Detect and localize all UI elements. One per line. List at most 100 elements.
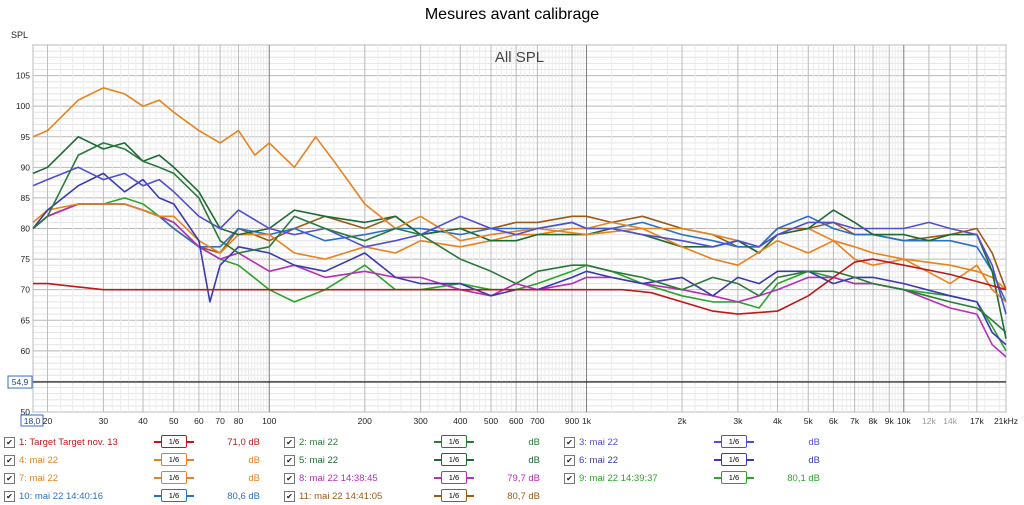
- x-tick-label: 6k: [829, 416, 839, 426]
- series-line[interactable]: [33, 258, 1007, 315]
- series-line[interactable]: [32, 166, 1007, 315]
- legend-item[interactable]: ✔ 5: mai 22 1/6 dB: [284, 451, 554, 469]
- series-line[interactable]: [32, 87, 1007, 303]
- legend-checkbox[interactable]: ✔: [284, 455, 295, 466]
- legend-value: dB: [248, 473, 260, 484]
- legend-value: dB: [528, 455, 540, 466]
- legend-series-name: 1: Target Target nov. 13: [19, 437, 118, 448]
- legend-series-name: 4: mai 22: [19, 455, 59, 466]
- legend-item[interactable]: ✔ 10: mai 22 14:40:16 1/6 80,6 dB: [4, 487, 274, 505]
- y-tick-label: 100: [16, 101, 30, 111]
- legend-checkbox[interactable]: ✔: [284, 491, 295, 502]
- x-tick-label: 5k: [804, 416, 814, 426]
- smoothing-label: 1/6: [721, 471, 747, 484]
- x-tick-label: 2k: [678, 416, 688, 426]
- legend-item[interactable]: ✔ 8: mai 22 14:38:45 1/6 79,7 dB: [284, 469, 554, 487]
- legend-smoothing-control[interactable]: 1/6: [434, 453, 474, 466]
- legend-series-name: 5: mai 22: [299, 455, 339, 466]
- legend-value: 79,7 dB: [507, 473, 540, 484]
- x-tick-label: 500: [484, 416, 498, 426]
- x-tick-label: 400: [453, 416, 467, 426]
- x-tick-label: 200: [358, 416, 372, 426]
- legend-smoothing-control[interactable]: 1/6: [714, 471, 754, 484]
- legend-smoothing-control[interactable]: 1/6: [154, 489, 194, 502]
- legend-series-name: 10: mai 22 14:40:16: [19, 491, 103, 502]
- legend-smoothing-control[interactable]: 1/6: [154, 471, 194, 484]
- x-tick-label: 900: [565, 416, 579, 426]
- legend-smoothing-control[interactable]: 1/6: [154, 453, 194, 466]
- legend-smoothing-control[interactable]: 1/6: [154, 435, 194, 448]
- legend-series-name: 8: mai 22 14:38:45: [299, 473, 378, 484]
- legend-item[interactable]: ✔ 7: mai 22 1/6 dB: [4, 469, 274, 487]
- y-tick-label: 65: [21, 315, 31, 325]
- legend-smoothing-control[interactable]: 1/6: [714, 453, 754, 466]
- legend-value: dB: [248, 455, 260, 466]
- smoothing-label: 1/6: [441, 453, 467, 466]
- legend-checkbox[interactable]: ✔: [4, 473, 15, 484]
- series-line[interactable]: [32, 172, 1007, 346]
- x-tick-label: 60: [194, 416, 204, 426]
- x-tick-label: 17k: [970, 416, 984, 426]
- legend-checkbox[interactable]: ✔: [564, 437, 575, 448]
- legend-checkbox[interactable]: ✔: [564, 473, 575, 484]
- x-tick-label: 700: [530, 416, 544, 426]
- legend-item[interactable]: ✔ 11: mai 22 14:41:05 1/6 80,7 dB: [284, 487, 554, 505]
- legend-checkbox[interactable]: ✔: [4, 455, 15, 466]
- legend-smoothing-control[interactable]: 1/6: [434, 489, 474, 502]
- legend-value: 80,6 dB: [227, 491, 260, 502]
- y-tick-label: 70: [21, 285, 31, 295]
- x-tick-label: 30: [99, 416, 109, 426]
- legend-series-name: 9: mai 22 14:39:37: [579, 473, 658, 484]
- x-tick-label: 14k: [943, 416, 957, 426]
- legend-smoothing-control[interactable]: 1/6: [434, 435, 474, 448]
- legend-value: dB: [808, 437, 820, 448]
- x-tick-label: 18,0: [24, 416, 41, 426]
- reference-box: [7, 375, 33, 389]
- y-axis-label: SPL: [11, 30, 28, 40]
- smoothing-label: 1/6: [441, 471, 467, 484]
- legend-series-name: 3: mai 22: [579, 437, 619, 448]
- smoothing-label: 1/6: [721, 453, 747, 466]
- x-tick-label: 300: [414, 416, 428, 426]
- legend-checkbox[interactable]: ✔: [4, 437, 15, 448]
- x-tick-label: 50: [169, 416, 179, 426]
- legend-item[interactable]: ✔ 1: Target Target nov. 13 1/6 71,0 dB: [4, 433, 274, 451]
- x-tick-label: 20: [43, 416, 53, 426]
- y-tick-label: 50: [21, 407, 31, 417]
- legend-item[interactable]: ✔ 3: mai 22 1/6 dB: [564, 433, 834, 451]
- y-tick-label: 80: [21, 224, 31, 234]
- legend-item[interactable]: ✔ 4: mai 22 1/6 dB: [4, 451, 274, 469]
- series-line[interactable]: [32, 203, 1007, 303]
- x-tick-label: 9k: [885, 416, 895, 426]
- legend-series-name: 2: mai 22: [299, 437, 339, 448]
- y-tick-label: 60: [21, 346, 31, 356]
- legend-item[interactable]: ✔ 2: mai 22 1/6 dB: [284, 433, 554, 451]
- x-tick-label: 3k: [733, 416, 743, 426]
- x-tick-label: 70: [215, 416, 225, 426]
- legend-checkbox[interactable]: ✔: [284, 437, 295, 448]
- series-line[interactable]: [32, 142, 1007, 334]
- legend-smoothing-control[interactable]: 1/6: [434, 471, 474, 484]
- legend-item[interactable]: ✔ 6: mai 22 1/6 dB: [564, 451, 834, 469]
- legend-checkbox[interactable]: ✔: [564, 455, 575, 466]
- y-tick-label: 90: [21, 162, 31, 172]
- legend-value: 71,0 dB: [227, 437, 260, 448]
- smoothing-label: 1/6: [441, 435, 467, 448]
- legend-checkbox[interactable]: ✔: [4, 491, 15, 502]
- y-tick-label: 85: [21, 193, 31, 203]
- reference-line-label: 54,9: [12, 377, 29, 387]
- legend-series-name: 6: mai 22: [579, 455, 619, 466]
- x-tick-label: 10k: [897, 416, 911, 426]
- smoothing-label: 1/6: [161, 453, 187, 466]
- legend-checkbox[interactable]: ✔: [284, 473, 295, 484]
- smoothing-label: 1/6: [441, 489, 467, 502]
- legend-item[interactable]: ✔ 9: mai 22 14:39:37 1/6 80,1 dB: [564, 469, 834, 487]
- x-tick-label: 12k: [922, 416, 936, 426]
- chart-plot[interactable]: 50556065707580859095100105SPL18,02030405…: [0, 0, 1024, 430]
- legend-series-name: 7: mai 22: [19, 473, 59, 484]
- x-tick-label: 7k: [850, 416, 860, 426]
- x-tick-label: 8k: [869, 416, 879, 426]
- y-tick-label: 75: [21, 254, 31, 264]
- x-tick-label: 21kHz: [994, 416, 1018, 426]
- legend-smoothing-control[interactable]: 1/6: [714, 435, 754, 448]
